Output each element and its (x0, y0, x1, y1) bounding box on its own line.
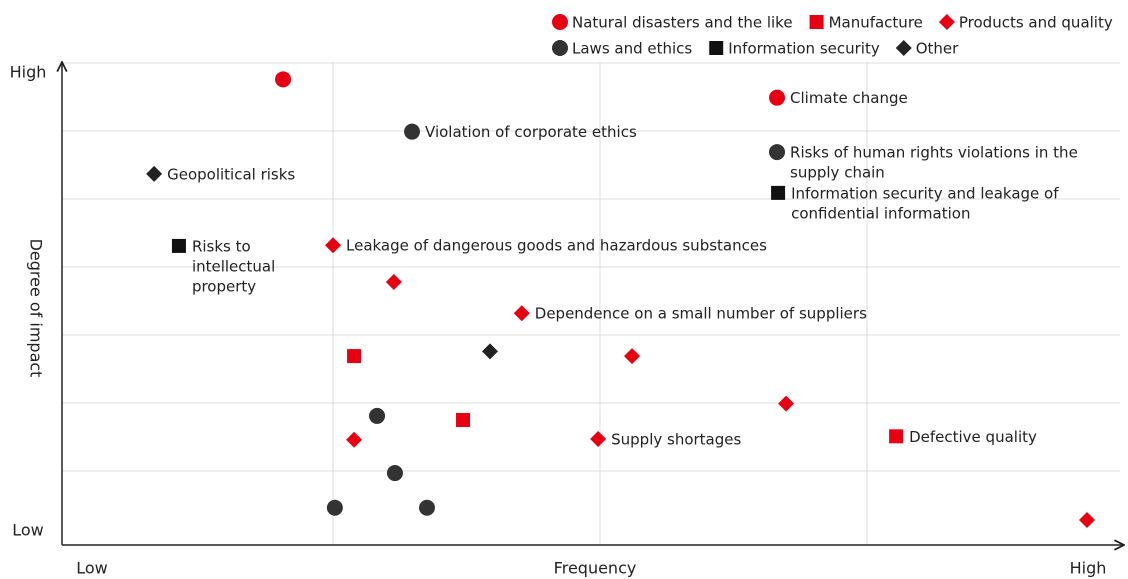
legend-label: Laws and ethics (572, 40, 692, 58)
point (771, 185, 786, 200)
point-label: Information security and leakage of (791, 184, 1059, 202)
point (404, 123, 421, 140)
point-label: Risks to (192, 237, 251, 255)
legend-marker (552, 14, 568, 30)
legend-item: Manufacture (809, 14, 923, 32)
point (346, 431, 363, 448)
legend-item: Products and quality (938, 14, 1113, 32)
point (889, 429, 904, 444)
legend-label: Other (916, 40, 959, 58)
point-label: property (192, 277, 256, 295)
y-axis-label: Degree of impact (27, 239, 46, 378)
y-high-label: High (10, 63, 47, 82)
legend-label: Products and quality (959, 14, 1113, 32)
point (326, 499, 343, 516)
point (1079, 511, 1096, 528)
point (171, 238, 186, 253)
point-label: Defective quality (909, 428, 1037, 446)
legend-label: Information security (728, 40, 880, 58)
legend-item: Natural disasters and the like (552, 14, 793, 32)
point (590, 431, 607, 448)
legend-marker (809, 15, 824, 29)
point (769, 89, 786, 106)
x-high-label: High (1070, 559, 1107, 578)
legend-label: Natural disasters and the like (572, 14, 793, 32)
x-axis-label: Frequency (554, 559, 637, 578)
point-label: Violation of corporate ethics (425, 123, 637, 141)
legend-marker (709, 41, 724, 55)
y-low-label: Low (12, 521, 44, 540)
legend-marker (938, 14, 955, 30)
point (456, 413, 471, 427)
point-label: Climate change (790, 89, 908, 107)
legend-label: Manufacture (829, 14, 923, 32)
point (513, 305, 530, 322)
legend-item: Information security (709, 40, 880, 58)
x-low-label: Low (76, 559, 108, 578)
point (325, 237, 341, 254)
point-label: Geopolitical risks (167, 165, 295, 183)
legend-marker (552, 40, 568, 56)
point-label: confidential information (791, 204, 970, 222)
point-label: Risks of human rights violations in the (790, 144, 1078, 162)
legend-item: Laws and ethics (552, 40, 692, 58)
point (624, 348, 641, 365)
point-label: supply chain (790, 164, 885, 182)
point (481, 343, 498, 360)
point (275, 71, 292, 88)
point (418, 499, 435, 516)
point (347, 349, 362, 364)
point-label: Supply shortages (611, 431, 741, 449)
point (385, 273, 402, 290)
point (778, 395, 795, 412)
point-label: Leakage of dangerous goods and hazardous… (346, 237, 767, 255)
point (769, 144, 786, 161)
grid (62, 62, 1120, 545)
legend-marker (895, 40, 912, 56)
point-label: intellectual (192, 257, 275, 275)
point (369, 407, 386, 424)
point (386, 465, 403, 482)
point (146, 165, 163, 182)
point-label: Dependence on a small number of supplier… (535, 305, 867, 323)
legend-item: Other (895, 40, 959, 58)
